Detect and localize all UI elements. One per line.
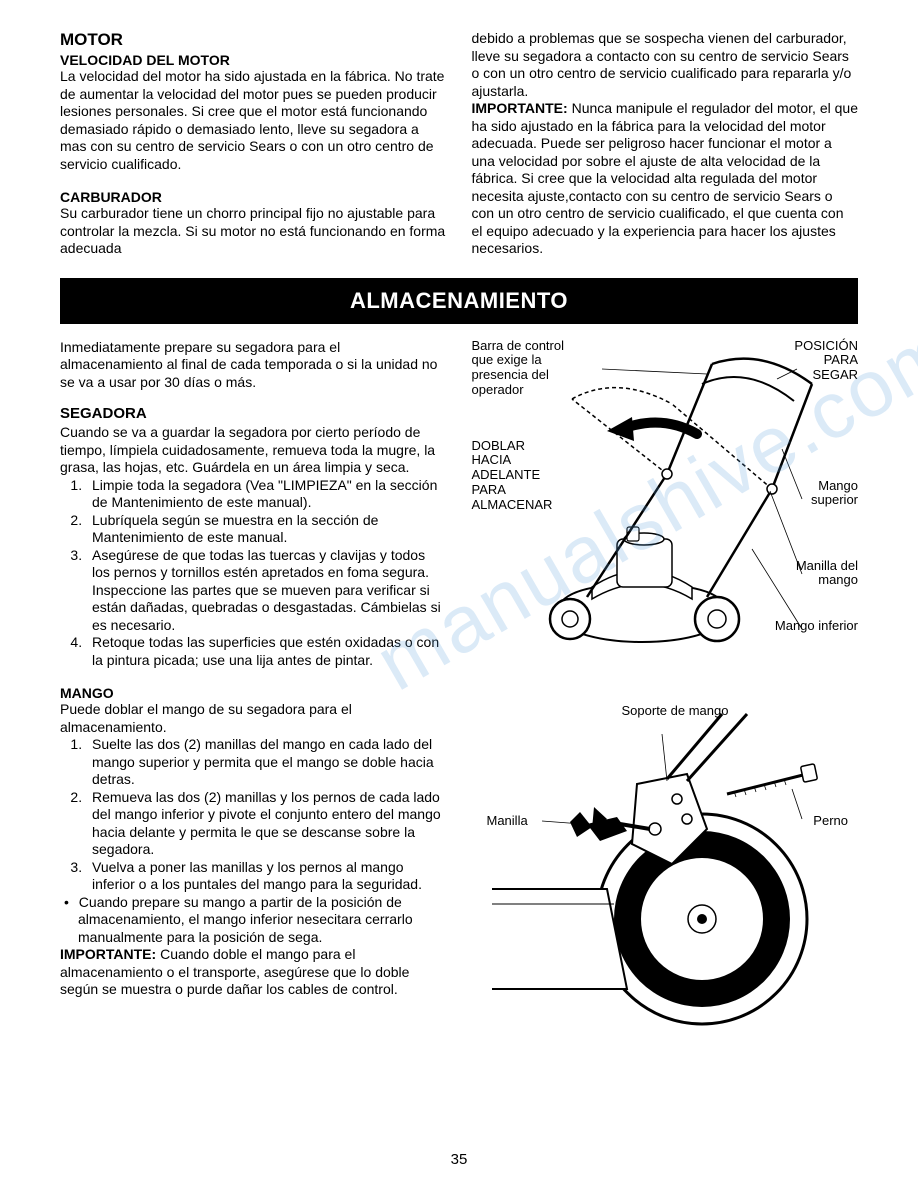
segadora-intro: Cuando se va a guardar la segadora por c… [60,424,447,477]
mango-bullet-list: Cuando prepare su mango a partir de la p… [60,894,447,947]
carburador-body: Su carburador tiene un chorro principal … [60,205,447,258]
importante-body: Nunca manipule el regulador del motor, e… [472,100,858,256]
importante-label: IMPORTANTE: [472,100,568,116]
list-item: Asegúrese de que todas las tuercas y cla… [86,547,447,635]
label-manilla: Manilla [487,814,528,829]
motor-heading: MOTOR [60,30,447,50]
mango-heading: MANGO [60,685,447,701]
storage-intro: Inmediatamente prepare su segadora para … [60,339,447,392]
label-mango-sup: Mango superior [798,479,858,509]
section-banner: ALMACENAMIENTO [60,278,858,324]
segadora-list: Limpie toda la segadora (Vea "LIMPIEZA" … [60,477,447,670]
diagram-area: Barra de control que exige la presencia … [472,339,859,1059]
list-item: Lubríquela según se muestra en la secció… [86,512,447,547]
list-item: Vuelva a poner las manillas y los pernos… [86,859,447,894]
list-item: Remueva las dos (2) manillas y los perno… [86,789,447,859]
right-body-1: debido a problemas que se sospecha viene… [472,30,859,100]
list-item: Retoque todas las superficies que estén … [86,634,447,669]
label-doblar: DOBLAR HACIA ADELANTE PARA ALMACENAR [472,439,567,514]
list-item: Limpie toda la segadora (Vea "LIMPIEZA" … [86,477,447,512]
list-item: Cuando prepare su mango a partir de la p… [78,894,447,947]
page-number: 35 [0,1151,918,1168]
label-mango-inf: Mango inferior [758,619,858,634]
importante-block: IMPORTANTE: Nunca manipule el regulador … [472,100,859,258]
label-perno: Perno [813,814,848,829]
label-manilla-mango: Manilla del mango [783,559,858,589]
mango-intro: Puede doblar el mango de su segadora par… [60,701,447,736]
label-barra: Barra de control que exige la presencia … [472,339,572,399]
label-posicion: POSICIÓN PARA SEGAR [778,339,858,384]
label-soporte: Soporte de mango [622,704,729,719]
bracket-diagram [472,709,872,1049]
list-item: Suelte las dos (2) manillas del mango en… [86,736,447,789]
velocidad-body: La velocidad del motor ha sido ajustada … [60,68,447,173]
importante-2-label: IMPORTANTE: [60,946,156,962]
velocidad-heading: VELOCIDAD DEL MOTOR [60,52,447,68]
segadora-heading: SEGADORA [60,405,447,422]
carburador-heading: CARBURADOR [60,189,447,205]
importante-2-block: IMPORTANTE: Cuando doble el mango para e… [60,946,447,999]
mango-list: Suelte las dos (2) manillas del mango en… [60,736,447,894]
